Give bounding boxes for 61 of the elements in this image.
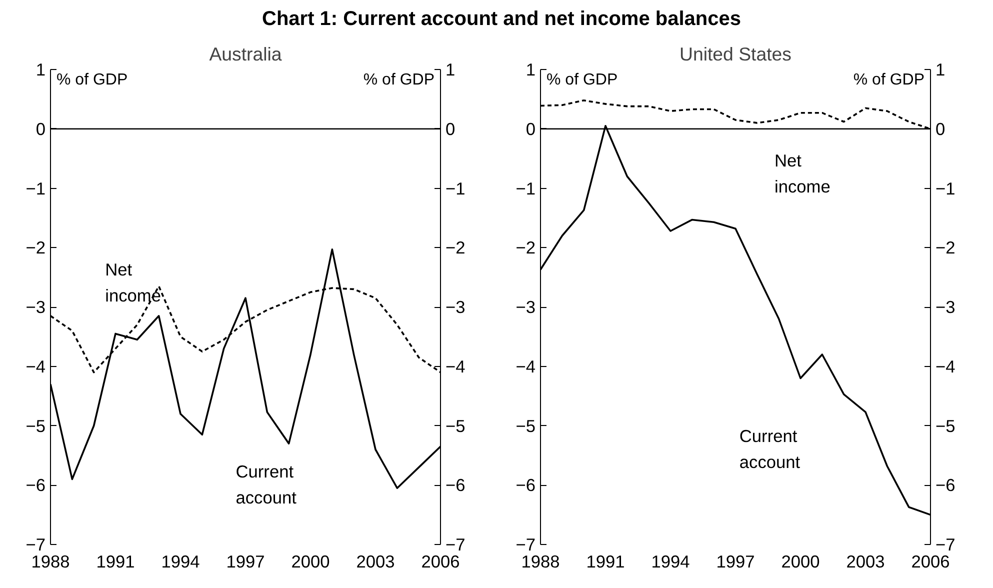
x-tick-label: 2003 xyxy=(356,552,395,572)
y-axis-title: % of GDP xyxy=(56,72,128,88)
y-tick-label: 0 xyxy=(36,118,46,139)
y-tick-label: 0 xyxy=(526,118,536,139)
x-tick-label: 1997 xyxy=(226,552,265,572)
y2-tick-label: 1 xyxy=(446,60,456,80)
y-axis-title: % of GDP xyxy=(546,72,618,88)
y-tick-label: −2 xyxy=(26,238,46,258)
y2-tick-label: −5 xyxy=(446,416,466,436)
y2-tick-label: −6 xyxy=(936,475,956,496)
y2-tick-label: −6 xyxy=(446,475,466,496)
x-tick-label: 2000 xyxy=(781,552,820,572)
y-tick-label: 1 xyxy=(36,60,46,80)
y2-tick-label: −3 xyxy=(446,297,466,317)
y-tick-label: −7 xyxy=(516,534,536,554)
y-tick-label: −5 xyxy=(26,416,46,436)
y-tick-label: −4 xyxy=(26,356,46,376)
x-tick-label: 2006 xyxy=(421,552,460,572)
x-tick-label: 2006 xyxy=(911,552,950,572)
text: Current account xyxy=(739,426,800,472)
y-tick-label: −6 xyxy=(26,475,46,496)
y2-tick-label: −1 xyxy=(446,178,466,198)
y-tick-label: −1 xyxy=(26,178,46,198)
y-tick-label: 1 xyxy=(526,60,536,80)
x-tick-label: 1991 xyxy=(586,552,625,572)
series-label: Current account xyxy=(236,461,297,508)
series-label: Net income xyxy=(774,150,830,196)
x-tick-label: 2003 xyxy=(846,552,885,572)
x-tick-label: 1997 xyxy=(716,552,755,572)
y2-tick-label: −4 xyxy=(446,356,466,376)
y2-tick-label: −7 xyxy=(936,534,956,554)
x-tick-label: 1988 xyxy=(521,552,560,572)
y-tick-label: −4 xyxy=(516,356,536,376)
y2-tick-label: 0 xyxy=(446,118,456,139)
y-tick-label: −7 xyxy=(26,534,46,554)
chart-subtitle: United States xyxy=(680,44,792,64)
y-tick-label: −2 xyxy=(516,238,536,258)
y-tick-label: −6 xyxy=(516,475,536,496)
y2-tick-label: −3 xyxy=(936,297,956,317)
x-tick-label: 1988 xyxy=(31,552,70,572)
y2-tick-label: −7 xyxy=(446,534,466,554)
y-tick-label: −5 xyxy=(516,416,536,436)
series-label: Net income xyxy=(105,260,161,306)
y2-axis-title: % of GDP xyxy=(853,72,925,88)
y-tick-label: −3 xyxy=(26,297,46,317)
x-tick-label: 1994 xyxy=(651,552,690,572)
y2-tick-label: 1 xyxy=(936,60,946,80)
chart-subtitle: Australia xyxy=(209,44,282,64)
y2-tick-label: 0 xyxy=(936,118,946,139)
x-tick-label: 1994 xyxy=(161,552,200,572)
y-tick-label: −3 xyxy=(516,297,536,317)
text: Chart 1: Current account and net income balances xyxy=(262,7,741,32)
y2-tick-label: −2 xyxy=(936,238,956,258)
y2-axis-title: % of GDP xyxy=(363,72,435,88)
y2-tick-label: −2 xyxy=(446,238,466,258)
y-tick-label: −1 xyxy=(516,178,536,198)
y2-tick-label: −1 xyxy=(936,178,956,198)
y2-tick-label: −4 xyxy=(936,356,956,376)
x-tick-label: 1991 xyxy=(96,552,135,572)
y2-tick-label: −5 xyxy=(936,416,956,436)
x-tick-label: 2000 xyxy=(291,552,330,572)
